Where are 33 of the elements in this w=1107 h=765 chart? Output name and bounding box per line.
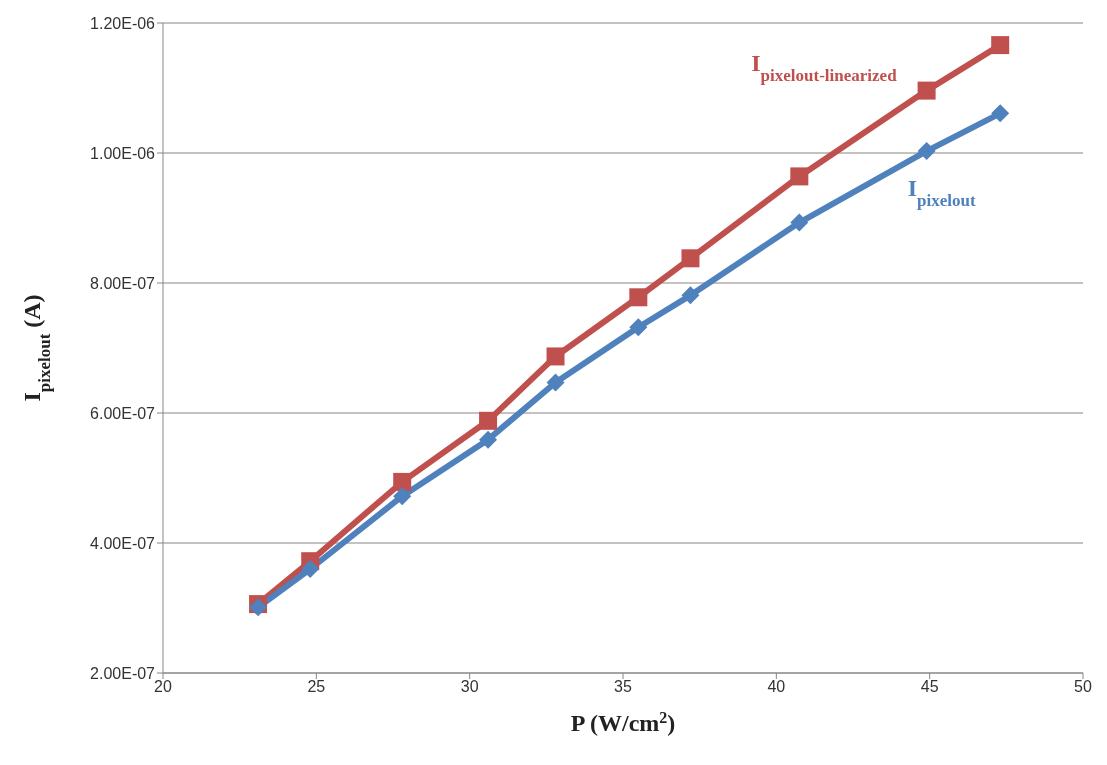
y-tick-label: 8.00E-07: [90, 274, 156, 292]
point: [681, 286, 700, 305]
y-tick-label: 2.00E-07: [90, 664, 156, 682]
point: [393, 487, 412, 506]
point: [629, 318, 648, 337]
point: [393, 472, 412, 491]
y-tick-label: 1.20E-06: [90, 14, 156, 32]
series-label: I$_{pixelout-linearized}$: [751, 49, 898, 85]
point: [301, 560, 320, 578]
y-tick-label: 4.00E-07: [90, 534, 156, 552]
point: [991, 36, 1010, 55]
point: [790, 213, 809, 232]
point: [479, 430, 498, 449]
x-tick-label: 35: [614, 678, 632, 696]
x-tick-label: 50: [1074, 678, 1092, 696]
x-tick-label: 45: [920, 678, 939, 696]
x-tick-label: 20: [154, 678, 172, 696]
point: [917, 142, 936, 161]
point: [629, 288, 648, 307]
x-tick-label: 25: [307, 678, 326, 696]
point: [917, 81, 936, 100]
point: [681, 249, 700, 268]
y-tick-label: 6.00E-07: [90, 404, 156, 422]
x-tick-label: 40: [767, 678, 786, 696]
point: [790, 167, 809, 186]
point: [991, 104, 1010, 123]
x-tick-label: 30: [460, 678, 479, 696]
point: [479, 411, 498, 430]
point: [546, 347, 565, 366]
series-label: I$_{pixelout}$: [907, 175, 976, 210]
point: [546, 373, 565, 392]
x-axis-title: P (W/cm$^{2}$): [570, 708, 676, 736]
y-tick-label: 1.00E-06: [90, 144, 156, 162]
